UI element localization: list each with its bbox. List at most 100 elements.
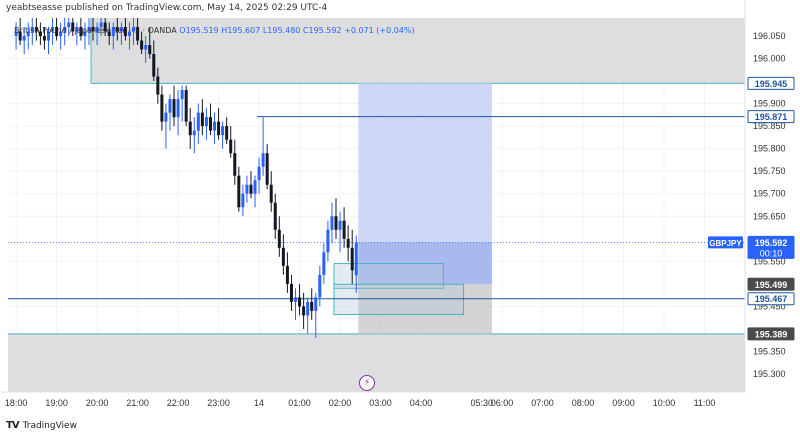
candle-body [200,112,204,127]
candle [63,18,67,46]
candle [265,144,269,190]
x-tick-label: 14 [254,398,264,408]
price-tag: 195.499 [747,277,795,291]
price-tag-text: 195.499 [755,280,788,290]
x-tick-label: 02:00 [329,398,352,408]
candle [83,22,87,50]
y-tick-label: 195.350 [753,346,786,356]
candle-body [225,126,229,140]
y-tick-label: 195.900 [753,99,786,109]
candle-body [63,27,67,32]
candle [326,220,330,262]
price-tag-box [747,292,795,306]
symbol-name: British Pound / Japanese Yen · 5 · OANDA [14,26,177,35]
candle [156,67,160,104]
change-value: +0.071 (+0.04%) [344,26,415,35]
candle [196,103,200,145]
price-tag-text: 195.945 [755,79,788,89]
price-tag: 195.389 [747,327,795,341]
candle [164,103,168,149]
candle [67,18,71,37]
rectangle-drawings[interactable] [333,263,465,315]
candle-body [95,27,99,32]
candle-body [294,297,298,302]
candle-body [42,36,46,41]
price-tag: 195.871 [747,110,795,124]
candle [334,198,338,239]
candle [217,108,221,140]
candle [168,94,172,131]
candle-body [34,27,38,32]
y-tick-label: 195.450 [753,301,786,311]
candle [261,117,265,176]
price-tag-box [747,327,795,341]
candle [103,18,107,37]
candle [294,288,298,320]
price-tag-box [747,76,795,90]
candle-body [261,153,265,167]
candle-body [192,130,196,136]
y-tick-label: 195.850 [753,121,786,131]
candle [318,265,322,307]
ohlc-values: O195.519 H195.607 L195.480 C195.592 [179,26,342,35]
time-axis-bg [0,392,745,412]
candle-body [67,22,71,28]
candle [200,99,204,136]
candle-body [79,27,83,37]
price-tag-box [747,110,795,124]
candle [140,31,144,55]
x-tick-label: 01:00 [288,398,311,408]
candle [123,18,127,41]
candle [38,22,42,46]
candle [221,121,225,149]
candle-body [350,247,354,271]
candle [107,22,111,46]
price-tag-box [747,235,795,259]
candle [314,292,318,338]
candle-body [346,238,350,248]
candle-body [127,31,131,37]
candle-body [221,126,225,136]
price-tag: 195.467 [747,292,795,306]
candle [132,18,136,46]
candle [46,27,50,55]
candle [233,139,237,185]
candle-body [115,27,119,32]
candle-body [75,27,79,32]
publisher-caption: yeabtseasse published on TradingView.com… [6,3,328,13]
tradingview-brand: TradingView [22,420,77,431]
candle-body [160,94,164,122]
candle-body [269,184,273,203]
candle-body [144,45,148,50]
candle [75,22,79,46]
rectangle-box [333,283,465,315]
candle-body [59,31,63,37]
candle [229,126,233,158]
x-tick-label: 03:00 [369,398,392,408]
candle-body [184,90,188,122]
price-tag-text: 195.389 [755,329,788,339]
candle [257,157,261,194]
candle [346,225,350,262]
candle-body [132,27,136,32]
candle-body [338,220,342,230]
candle [204,108,208,140]
y-tick-label: 195.700 [753,189,786,199]
candle-body [55,27,59,37]
candle [253,175,257,208]
lightning-icon[interactable]: ⚡ [359,375,375,391]
candle [95,22,99,46]
candle [322,243,326,284]
candle-body [233,153,237,176]
candle-body [204,117,208,127]
candle-body [322,252,326,275]
candle [136,18,140,46]
candle-body [217,121,221,136]
horizontal-levels[interactable] [8,116,745,300]
candle [310,288,314,320]
x-tick-label: 22:00 [167,398,190,408]
candle [91,18,95,41]
